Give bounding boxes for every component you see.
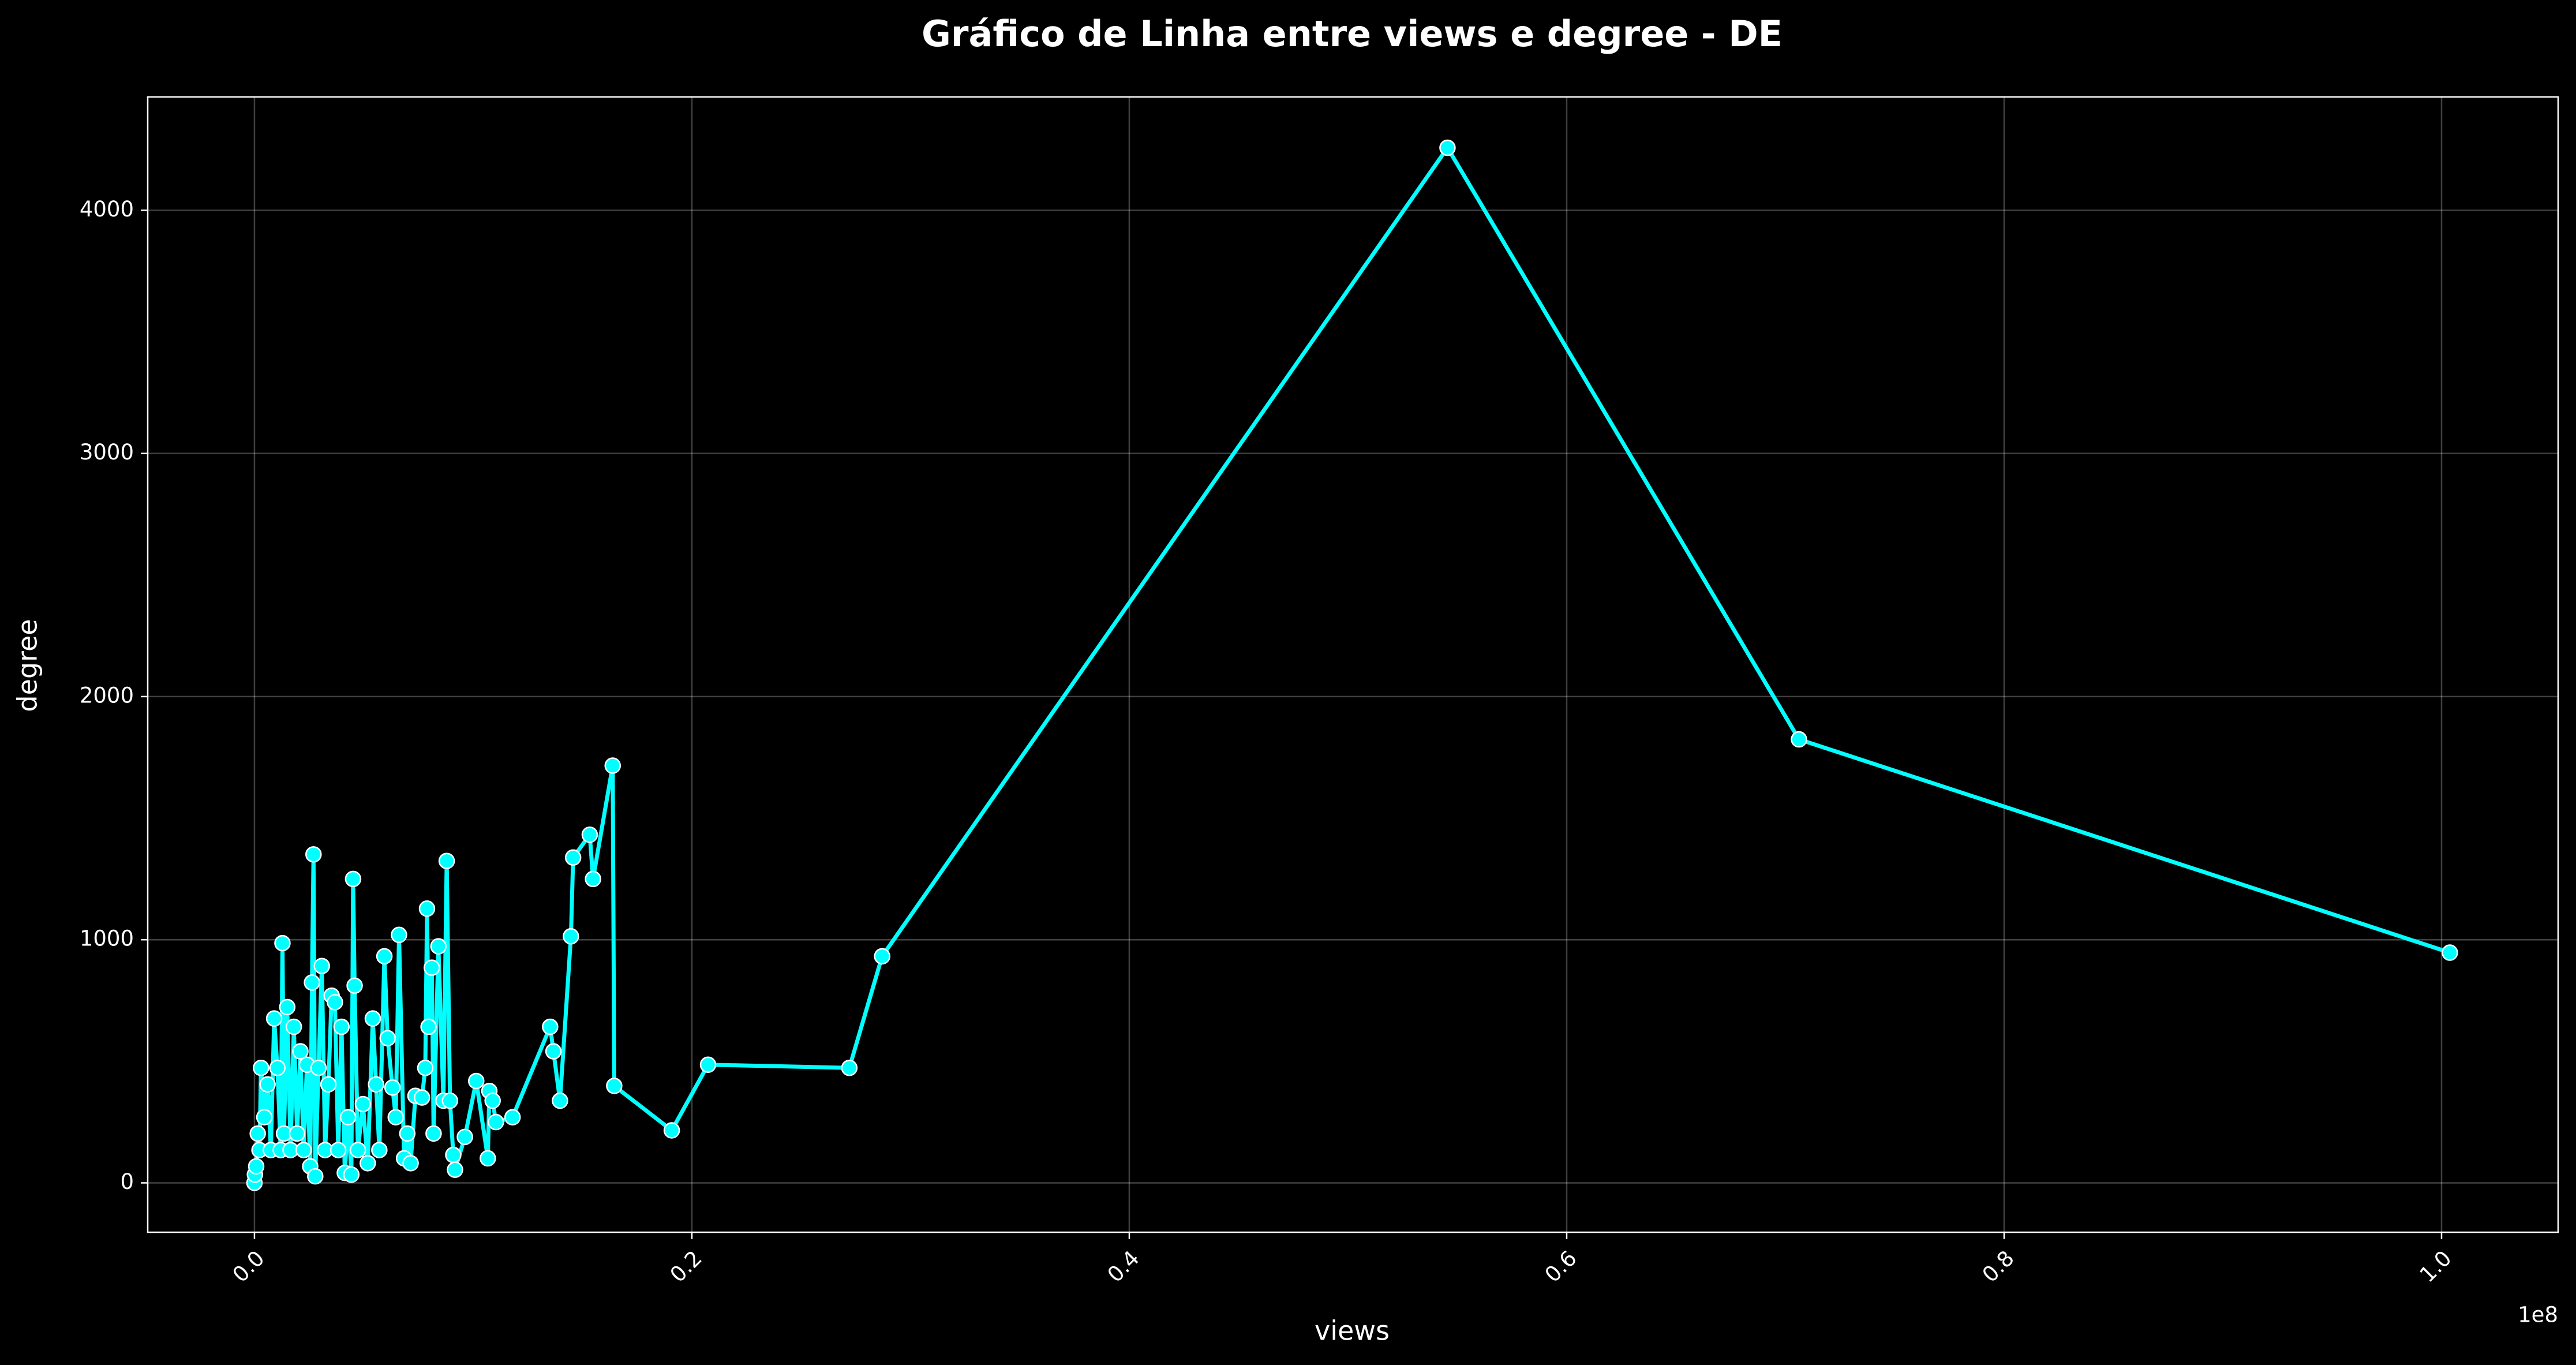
data-point (606, 1078, 623, 1094)
data-point (420, 1018, 437, 1035)
data-point (285, 1018, 302, 1035)
data-point (387, 1109, 405, 1125)
data-point (425, 1125, 442, 1142)
data-point (563, 928, 579, 945)
data-point (581, 826, 598, 843)
y-tick-label: 4000 (80, 197, 134, 222)
y-tick-label: 1000 (80, 926, 134, 951)
y-axis-label: degree (12, 619, 43, 712)
data-point (552, 1092, 568, 1109)
y-tick-label: 2000 (80, 683, 134, 708)
data-point (1791, 731, 1807, 748)
data-point (841, 1059, 858, 1076)
x-axis-label: views (1315, 1315, 1390, 1347)
data-point (445, 1146, 462, 1164)
data-point (346, 977, 363, 994)
data-point (391, 926, 407, 944)
data-point (248, 1158, 265, 1175)
data-point (604, 757, 621, 774)
data-point (417, 1059, 434, 1076)
data-point (330, 1142, 347, 1158)
data-point (699, 1056, 717, 1073)
data-point (480, 1150, 496, 1167)
data-point (274, 934, 291, 952)
data-point (292, 1043, 309, 1060)
data-point (259, 1076, 276, 1093)
data-point (418, 900, 436, 917)
data-point (468, 1072, 485, 1090)
data-point (256, 1109, 273, 1125)
data-point (1439, 139, 1456, 156)
data-point (327, 994, 343, 1011)
data-point (484, 1092, 501, 1109)
chart-title: Gráfico de Linha entre views e degree - … (922, 13, 1783, 55)
data-point (424, 959, 440, 976)
data-point (333, 1018, 350, 1035)
data-point (504, 1109, 521, 1125)
data-point (343, 1166, 360, 1183)
data-point (295, 1142, 312, 1158)
data-point (249, 1125, 266, 1142)
data-point (305, 846, 322, 863)
data-point (345, 870, 362, 888)
data-point (307, 1168, 324, 1185)
data-point (379, 1030, 396, 1047)
data-point (441, 1092, 459, 1109)
data-point (354, 1095, 372, 1113)
data-point (339, 1109, 357, 1125)
data-point (253, 1059, 269, 1076)
plot-frame (147, 96, 2559, 1233)
data-point (545, 1043, 562, 1060)
data-point (371, 1142, 388, 1158)
data-point (456, 1128, 473, 1146)
data-point (289, 1125, 306, 1142)
data-point (364, 1010, 381, 1027)
data-point (488, 1113, 504, 1131)
data-point (360, 1155, 376, 1172)
data-point (310, 1059, 327, 1076)
data-point (269, 1059, 286, 1076)
y-tick-label: 3000 (80, 440, 134, 465)
x-offset-label: 1e8 (2518, 1303, 2558, 1327)
data-point (438, 852, 455, 869)
data-point (564, 849, 582, 866)
data-point (265, 1010, 283, 1027)
data-point (279, 998, 296, 1016)
series-line (252, 145, 2451, 1183)
data-point (399, 1125, 416, 1142)
data-point (2442, 944, 2458, 961)
data-point (320, 1076, 337, 1093)
data-point (663, 1122, 680, 1139)
data-point (447, 1161, 463, 1178)
data-point (414, 1089, 430, 1106)
data-point (349, 1142, 366, 1158)
data-point (430, 938, 447, 955)
data-point (384, 1079, 401, 1096)
data-point (313, 958, 330, 974)
y-tick-label: 0 (120, 1169, 134, 1194)
data-point (585, 870, 601, 888)
data-point (874, 948, 890, 965)
data-point (542, 1018, 559, 1035)
data-point (368, 1076, 384, 1093)
data-point (402, 1155, 419, 1172)
data-point (376, 948, 393, 965)
data-point (304, 974, 320, 991)
